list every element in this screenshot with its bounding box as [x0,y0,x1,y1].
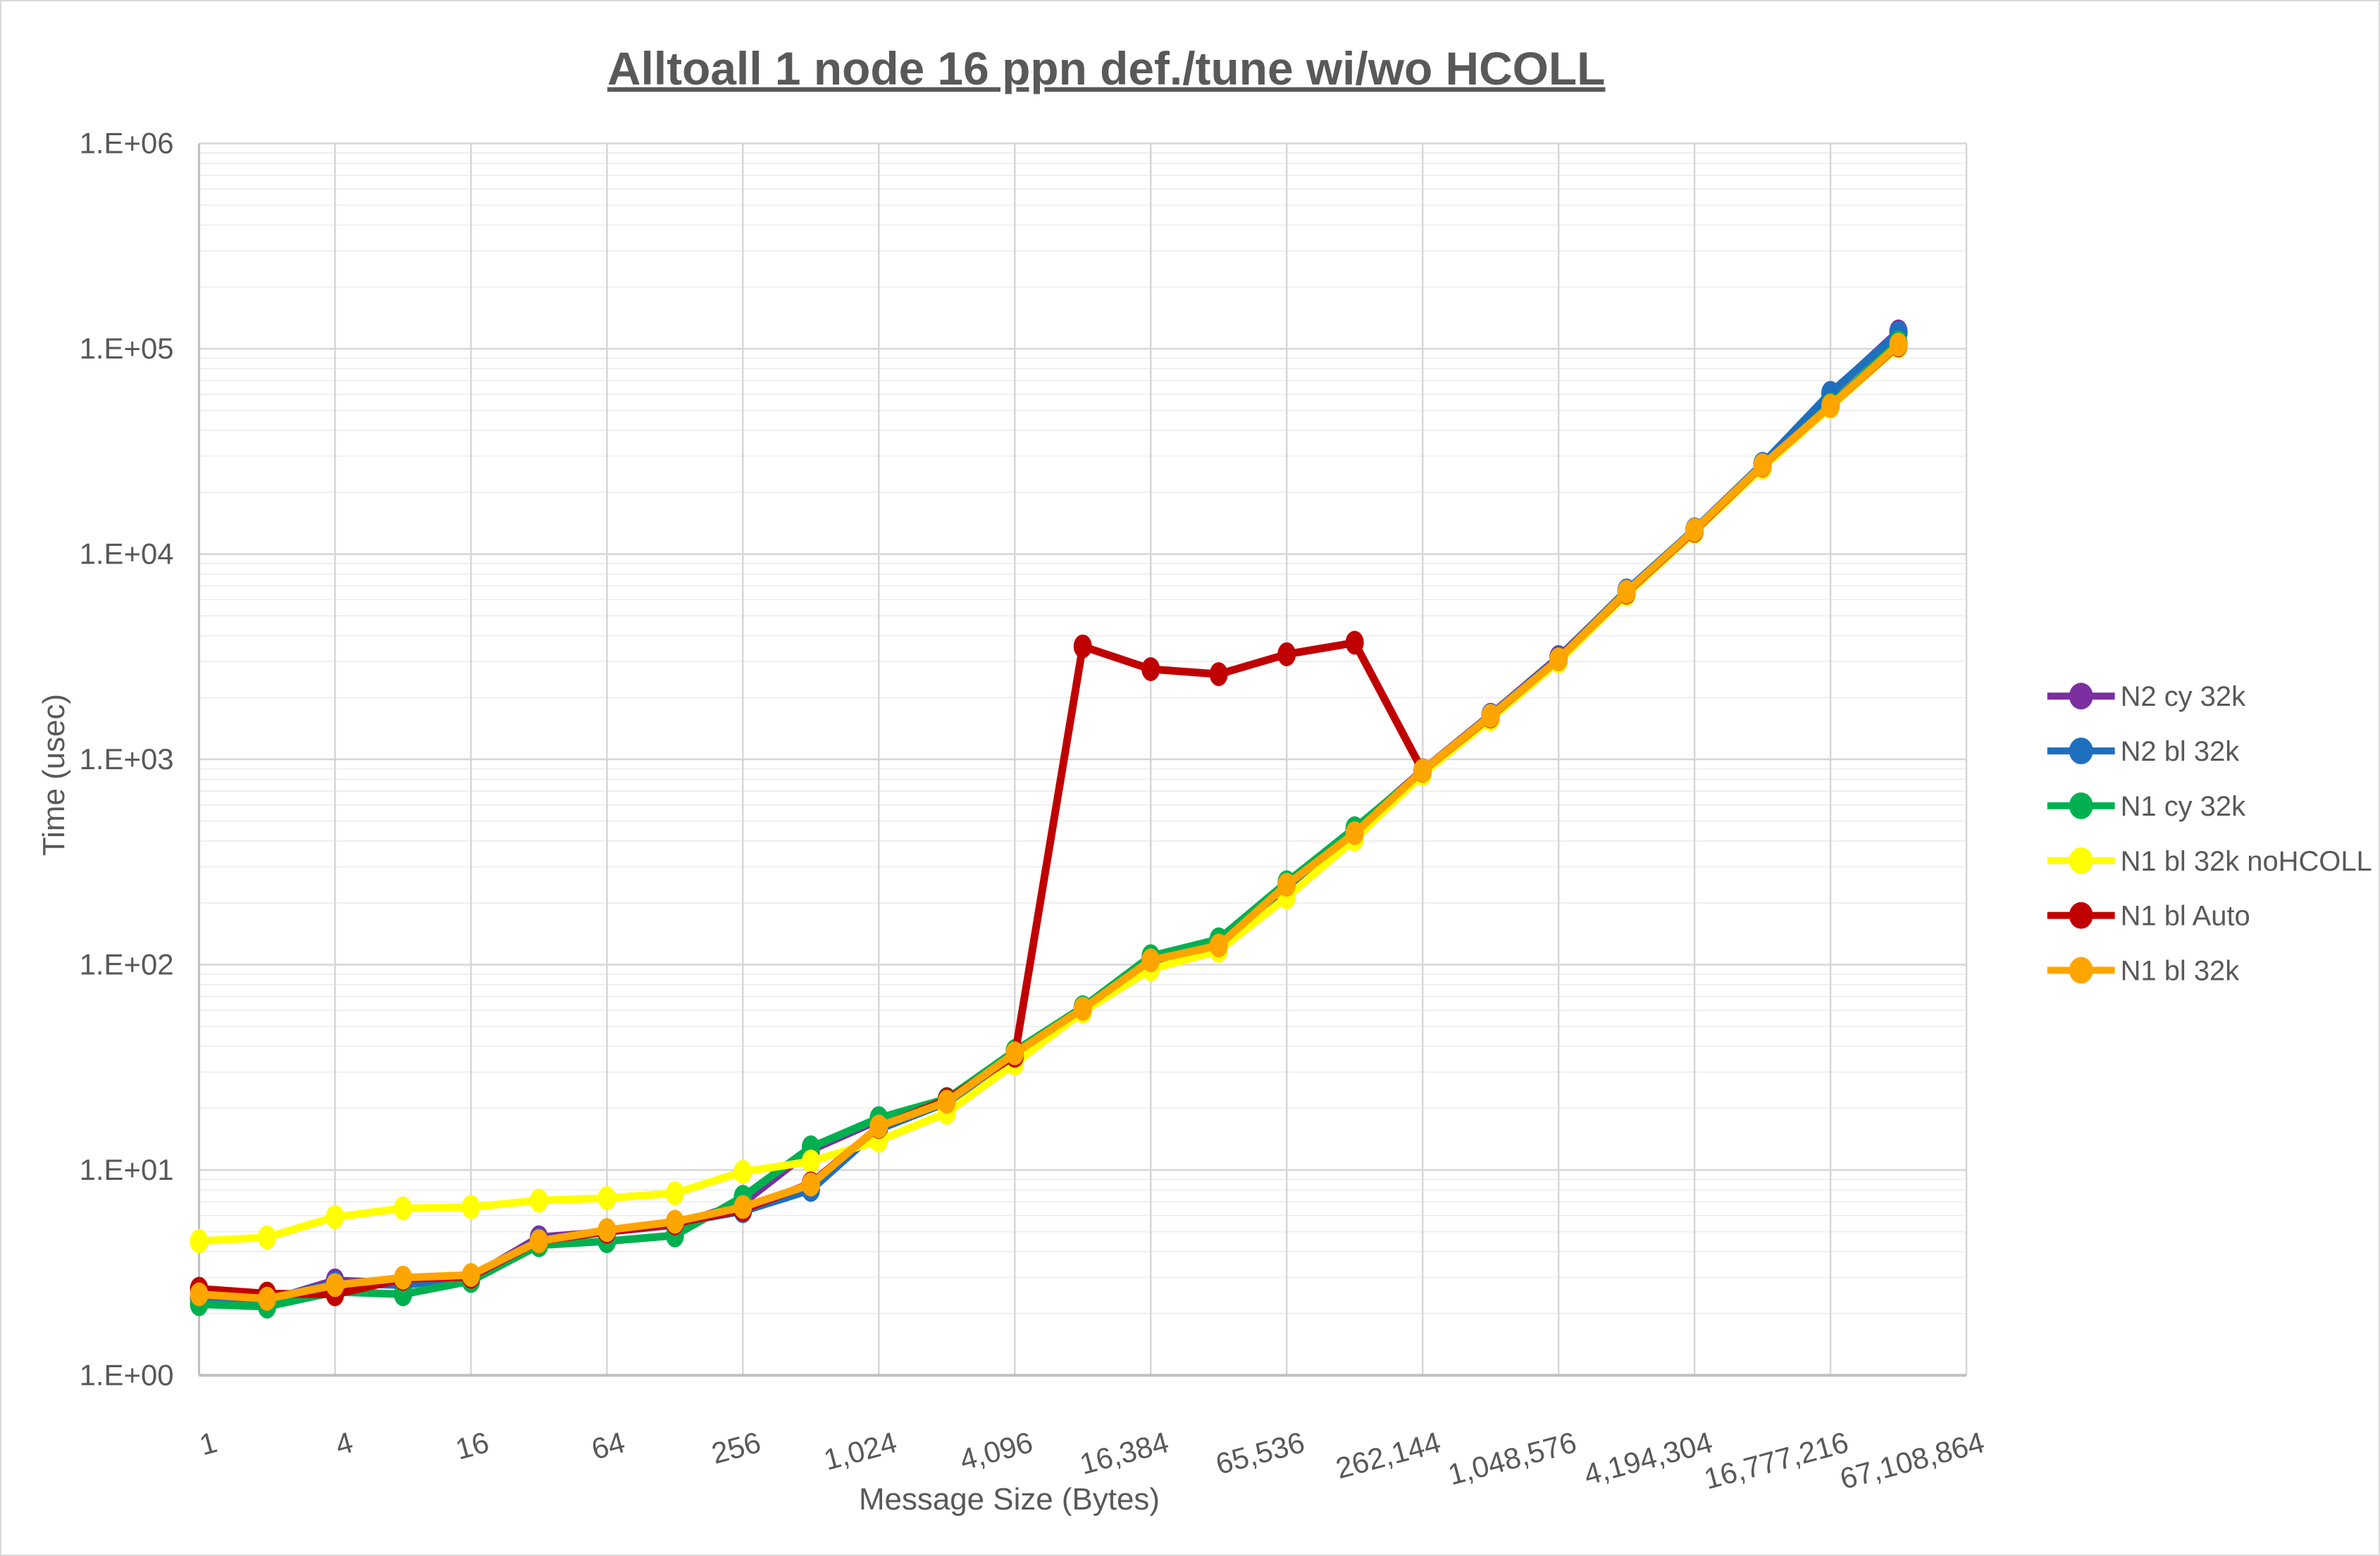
legend-item-n2-bl-32k: N2 bl 32k [2047,736,2240,767]
x-tick-label: 64 [588,1426,628,1466]
legend-marker-dot [2069,683,2093,710]
x-tick-label: 16,777,216 [1701,1426,1852,1496]
y-axis-title: Time (usec) [37,694,71,856]
series-line [195,342,1903,1245]
x-tick-label: 262,144 [1332,1426,1444,1486]
x-tick-label: 16,384 [1077,1426,1172,1481]
legend-item-n2-cy-32k: N2 cy 32k [2047,681,2246,712]
x-tick-label: 4,194,304 [1580,1426,1716,1492]
legend-marker-dot [2069,792,2093,819]
series-markers [190,320,1908,1312]
gridlines [198,142,1968,1376]
legend-marker-dot [2069,847,2093,874]
series-n1-bl-32k [190,332,1908,1311]
y-tick-label: 1.E+02 [80,947,174,981]
legend-label: N1 bl 32k [2121,955,2240,986]
legend-item-n1-cy-32k: N1 cy 32k [2047,791,2246,822]
legend-label: N1 cy 32k [2121,791,2246,822]
series-line [195,329,1903,1303]
legend: N2 cy 32k N2 bl 32k N1 cy 32k N1 bl 32k noH… [2047,681,2372,986]
plot-series [190,319,1908,1319]
y-tick-labels: 1.E+00 1.E+01 1.E+02 1.E+03 1.E+04 1.E+05 1.E+… [80,127,174,1392]
y-tick-label: 1.E+01 [80,1153,174,1186]
legend-item-n1-bl-auto: N1 bl Auto [2047,901,2250,932]
legend-label: N2 cy 32k [2121,681,2246,712]
series-n2-cy-32k [190,319,1908,1313]
chart-title: Alltoall 1 node 16 ppn def./tune wi/wo H… [607,42,1605,94]
series-markers [190,333,1908,1307]
series-n1-bl-auto [190,333,1908,1307]
y-tick-label: 1.E+03 [80,742,174,776]
x-tick-label: 256 [708,1426,764,1470]
legend-marker-dot [2069,902,2093,929]
x-tick-label: 65,536 [1213,1426,1308,1481]
legend-label: N1 bl Auto [2121,901,2250,932]
series-line [195,341,1903,1298]
x-tick-label: 16 [452,1426,492,1466]
series-markers [190,335,1908,1254]
legend-label: N1 bl 32k noHCOLL [2121,846,2372,877]
y-tick-label: 1.E+06 [80,127,174,160]
y-tick-label: 1.E+05 [80,332,174,365]
axis-lines [198,143,1967,1377]
legend-item-n1-bl-32k: N1 bl 32k [2047,955,2240,986]
legend-label: N2 bl 32k [2121,736,2240,767]
series-markers [190,332,1908,1311]
minor-gridlines [199,152,1967,1314]
y-tick-label: 1.E+04 [80,537,174,571]
series-n1-bl-32k-nohcoll [190,335,1908,1254]
series-n2-bl-32k [190,320,1908,1312]
legend-item-n1-bl-32k-nohcoll: N1 bl 32k noHCOLL [2047,846,2372,877]
y-tick-label: 1.E+00 [80,1358,174,1391]
series-markers [190,319,1908,1313]
x-tick-label: 1,024 [820,1426,900,1477]
major-gridlines [199,142,1967,1376]
x-axis-title: Message Size (Bytes) [859,1482,1160,1517]
x-tick-label: 67,108,864 [1837,1426,1988,1496]
series-line [195,327,1903,1305]
legend-marker-dot [2069,737,2093,765]
x-tick-label: 1 [196,1426,221,1462]
legend-marker-dot [2069,957,2093,984]
series-line [195,340,1903,1303]
x-tick-label: 4 [332,1426,357,1462]
x-tick-label: 4,096 [956,1426,1036,1477]
series-line [195,338,1903,1311]
x-tick-label: 1,048,576 [1444,1426,1580,1492]
